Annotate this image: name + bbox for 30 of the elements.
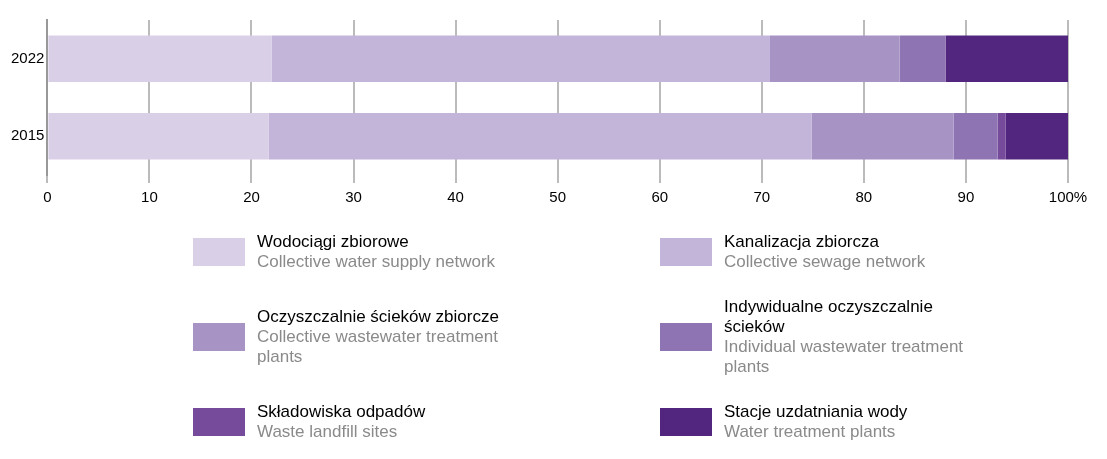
bar [48, 113, 269, 160]
bar [953, 113, 998, 160]
x-tick-label: 100% [1048, 188, 1088, 206]
legend-label: Kanalizacja zbiorcza Collective sewage network [724, 232, 927, 272]
x-tick-label: 60 [651, 188, 669, 206]
x-tick-label: 90 [957, 188, 975, 206]
bar [271, 35, 770, 82]
legend-label: Wodociągi zbiorowe Collective water supply network [257, 232, 497, 272]
x-tick-label: 70 [753, 188, 771, 206]
legend-label: Składowiska odpadów Waste landfill sites [257, 402, 427, 442]
y-tick-label: 2022 [10, 48, 45, 66]
legend-label: Oczyszczalnie ścieków zbiorcze Collective wastewater treatment plants [257, 307, 500, 367]
bar [945, 35, 1068, 82]
x-tick-label: 0 [43, 188, 52, 206]
x-tick-label: 40 [447, 188, 464, 206]
x-tick-label: 30 [345, 188, 362, 206]
bar [769, 35, 900, 82]
legend-label: Indywidualne oczyszczalnie ścieków Individual wastewater treatment plants [724, 297, 965, 377]
y-tick-label: 2015 [10, 126, 45, 144]
bar [899, 35, 946, 82]
x-tick-label: 50 [549, 188, 567, 206]
bar [48, 35, 272, 82]
bar [1005, 113, 1068, 160]
legend-label: Stacje uzdatniania wody Water treatment plants [724, 402, 909, 442]
x-tick-label: 80 [855, 188, 873, 206]
x-tick-label: 10 [141, 188, 158, 206]
bar [268, 113, 812, 160]
x-tick-label: 20 [243, 188, 260, 206]
bar [997, 113, 1006, 160]
bar [811, 113, 954, 160]
